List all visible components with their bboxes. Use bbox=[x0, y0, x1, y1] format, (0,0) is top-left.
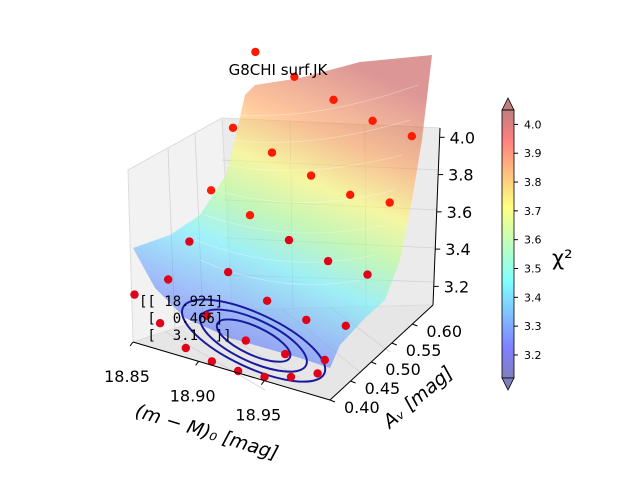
data-points bbox=[130, 47, 416, 382]
data-point bbox=[306, 171, 316, 180]
data-point bbox=[241, 336, 250, 345]
data-point bbox=[206, 186, 216, 195]
data-point bbox=[385, 198, 394, 207]
colorbar-tick-label: 3.6 bbox=[524, 234, 542, 247]
y-tick-mark bbox=[350, 380, 356, 384]
colorbar-tick-label: 4.0 bbox=[524, 118, 542, 131]
colorbar-tick-label: 3.8 bbox=[524, 176, 542, 189]
x-ticks: 18.85 18.90 18.95 bbox=[104, 341, 281, 425]
x-tick-label: 18.85 bbox=[104, 367, 150, 386]
z-tick-label: 3.2 bbox=[444, 277, 469, 296]
colorbar-tick-label: 3.2 bbox=[524, 349, 542, 362]
data-point bbox=[267, 148, 277, 157]
colorbar-tick-label: 3.5 bbox=[524, 262, 542, 275]
x-tick-mark bbox=[129, 341, 134, 347]
colorbar-top-cap bbox=[501, 97, 515, 111]
data-point bbox=[313, 369, 322, 378]
data-point bbox=[228, 123, 238, 132]
data-point bbox=[286, 372, 296, 382]
data-point bbox=[164, 275, 173, 284]
data-point bbox=[284, 235, 294, 245]
z-tick-label: 4.0 bbox=[450, 128, 475, 147]
data-point bbox=[346, 190, 355, 199]
best-fit-annotation: [[ 18.921] [ 0.466] [ 3.1 ]] bbox=[139, 294, 232, 344]
colorbar-tick-label: 3.9 bbox=[524, 147, 542, 160]
annotation-line-1: [[ 18.921] bbox=[139, 294, 223, 310]
y-axis-line bbox=[329, 304, 434, 401]
y-tick-mark bbox=[371, 361, 377, 365]
data-point bbox=[281, 349, 290, 359]
data-point bbox=[251, 47, 260, 57]
data-point bbox=[320, 355, 329, 365]
data-point bbox=[185, 237, 194, 246]
y-tick-mark bbox=[412, 323, 418, 327]
y-tick-label: 0.60 bbox=[426, 322, 462, 341]
data-point bbox=[260, 372, 269, 382]
z-tick-label: 3.8 bbox=[448, 166, 473, 185]
data-point bbox=[262, 296, 272, 305]
data-point bbox=[407, 132, 416, 141]
axis-edges bbox=[132, 127, 441, 401]
surface-bands bbox=[194, 84, 419, 285]
contour-level-3 bbox=[180, 298, 327, 383]
y-tick-mark bbox=[391, 342, 397, 346]
contour-level-2 bbox=[199, 308, 308, 373]
y-tick-label: 0.45 bbox=[365, 379, 401, 398]
chi2-surface bbox=[133, 55, 432, 368]
colorbar-tick-label: 3.3 bbox=[524, 320, 542, 333]
x-tick-label: 18.95 bbox=[235, 406, 281, 425]
y-ticks: 0.400.450.500.550.60 bbox=[329, 322, 462, 417]
data-point bbox=[290, 72, 299, 82]
data-point bbox=[323, 256, 333, 266]
data-point bbox=[302, 315, 311, 325]
colorbar-label: χ² bbox=[552, 246, 573, 270]
z-tick-label: 3.6 bbox=[447, 203, 472, 222]
x-axis-line bbox=[132, 341, 331, 401]
colorbar: 3.2 3.3 3.4 3.5 3.6 3.7 3.8 3.9 4.0 χ² bbox=[501, 97, 573, 391]
x-tick-mark bbox=[195, 361, 200, 366]
colorbar-tick-label: 3.4 bbox=[524, 291, 542, 304]
colorbar-bottom-cap bbox=[501, 377, 515, 391]
data-point bbox=[155, 319, 165, 328]
x-tick-label: 18.90 bbox=[170, 386, 216, 405]
data-point bbox=[329, 95, 338, 105]
colorbar-tick-label: 3.7 bbox=[524, 205, 542, 218]
colorbar-body bbox=[501, 109, 515, 379]
y-tick-label: 0.40 bbox=[344, 398, 380, 417]
annotation-line-2: [ 0.466] bbox=[139, 311, 223, 327]
data-point bbox=[207, 357, 217, 366]
contour-level-1 bbox=[215, 318, 292, 363]
colorbar-ticks: 3.2 3.3 3.4 3.5 3.6 3.7 3.8 3.9 4.0 bbox=[514, 118, 542, 362]
z-tick-label: 3.4 bbox=[445, 240, 470, 259]
chart-title: G8CHI surf.JK bbox=[229, 61, 329, 79]
data-point bbox=[245, 211, 255, 220]
annotation-line-3: [ 3.1 ]] bbox=[139, 328, 232, 344]
y-tick-mark bbox=[329, 399, 336, 403]
data-point bbox=[368, 116, 377, 126]
contour-ellipses bbox=[180, 298, 327, 383]
y-tick-label: 0.50 bbox=[385, 360, 421, 379]
x-tick-mark bbox=[260, 380, 265, 385]
data-point bbox=[224, 267, 233, 277]
data-point bbox=[130, 290, 139, 299]
data-point bbox=[363, 270, 372, 279]
y-tick-label: 0.55 bbox=[406, 341, 442, 360]
data-point bbox=[341, 321, 350, 330]
data-point bbox=[181, 343, 190, 353]
z-ticks: 3.2 3.4 3.6 3.8 4.0 bbox=[433, 128, 475, 296]
z-axis-line bbox=[432, 127, 441, 306]
data-point bbox=[202, 311, 212, 320]
